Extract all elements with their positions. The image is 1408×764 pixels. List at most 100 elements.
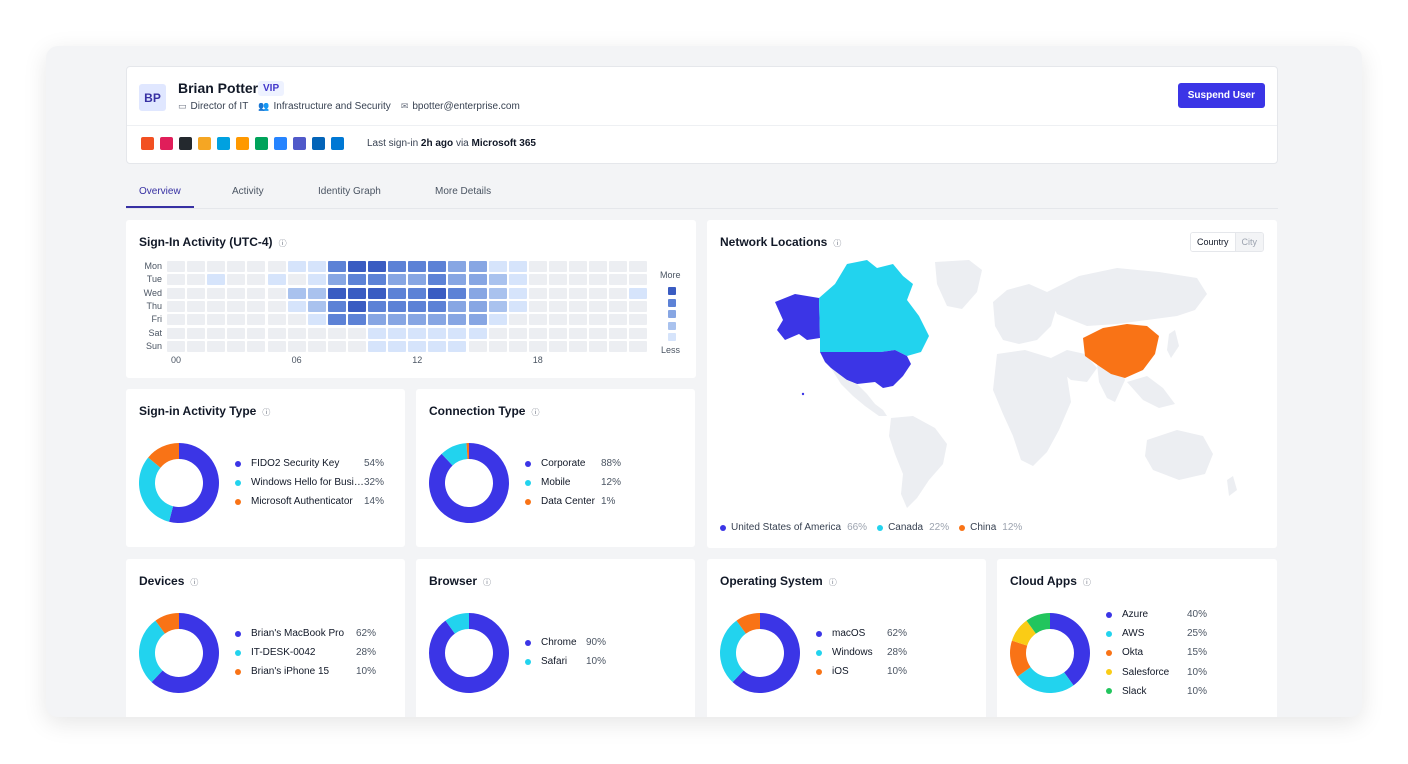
microsoft-icon[interactable]	[141, 137, 154, 150]
heatmap-cell[interactable]	[327, 300, 346, 312]
heatmap-cell[interactable]	[207, 314, 226, 326]
suspend-user-button[interactable]: Suspend User	[1177, 83, 1265, 108]
heatmap-cell[interactable]	[307, 340, 326, 352]
heatmap-cell[interactable]	[287, 274, 306, 286]
heatmap-cell[interactable]	[347, 274, 366, 286]
donut-slice[interactable]	[441, 443, 468, 466]
heatmap-cell[interactable]	[247, 300, 266, 312]
heatmap-cell[interactable]	[267, 261, 286, 272]
heatmap-cell[interactable]	[187, 327, 206, 339]
heatmap-cell[interactable]	[287, 261, 306, 272]
heatmap-cell[interactable]	[548, 287, 567, 299]
heatmap-cell[interactable]	[528, 287, 547, 299]
heatmap-cell[interactable]	[347, 287, 366, 299]
donut-slice[interactable]	[429, 443, 509, 523]
heatmap-cell[interactable]	[307, 274, 326, 286]
heatmap-cell[interactable]	[609, 300, 628, 312]
heatmap-cell[interactable]	[388, 314, 407, 326]
heatmap-cell[interactable]	[327, 287, 346, 299]
heatmap-cell[interactable]	[207, 274, 226, 286]
salesforce-icon[interactable]	[217, 137, 230, 150]
donut-slice[interactable]	[720, 620, 746, 683]
heatmap-cell[interactable]	[327, 340, 346, 352]
heatmap-cell[interactable]	[468, 327, 487, 339]
workday-icon[interactable]	[198, 137, 211, 150]
heatmap-cell[interactable]	[589, 327, 608, 339]
info-icon[interactable]: ⓘ	[483, 578, 492, 587]
heatmap-cell[interactable]	[428, 314, 447, 326]
donut-slice[interactable]	[1011, 620, 1036, 646]
donut-slice[interactable]	[466, 443, 469, 460]
heatmap-cell[interactable]	[347, 340, 366, 352]
heatmap-cell[interactable]	[629, 261, 648, 272]
heatmap-cell[interactable]	[347, 314, 366, 326]
heatmap-cell[interactable]	[468, 300, 487, 312]
heatmap-cell[interactable]	[207, 327, 226, 339]
heatmap-cell[interactable]	[267, 314, 286, 326]
heatmap-cell[interactable]	[428, 274, 447, 286]
heatmap-cell[interactable]	[428, 287, 447, 299]
heatmap-cell[interactable]	[488, 327, 507, 339]
heatmap-cell[interactable]	[488, 274, 507, 286]
donut-slice[interactable]	[155, 613, 179, 634]
heatmap-cell[interactable]	[448, 327, 467, 339]
heatmap-cell[interactable]	[267, 274, 286, 286]
heatmap-cell[interactable]	[227, 300, 246, 312]
tab-overview[interactable]: Overview	[139, 186, 181, 197]
donut-slice[interactable]	[732, 613, 800, 693]
jira-icon[interactable]	[274, 137, 287, 150]
heatmap-cell[interactable]	[368, 327, 386, 339]
heatmap-cell[interactable]	[187, 300, 206, 312]
heatmap-cell[interactable]	[307, 327, 326, 339]
azure-icon[interactable]	[331, 137, 344, 150]
heatmap-cell[interactable]	[287, 314, 306, 326]
toggle-city[interactable]: City	[1235, 233, 1263, 251]
heatmap-cell[interactable]	[167, 327, 185, 339]
heatmap-cell[interactable]	[448, 314, 467, 326]
heatmap-cell[interactable]	[227, 327, 246, 339]
heatmap-cell[interactable]	[548, 327, 567, 339]
heatmap-cell[interactable]	[227, 261, 246, 272]
heatmap-cell[interactable]	[187, 287, 206, 299]
heatmap-cell[interactable]	[508, 274, 527, 286]
heatmap-cell[interactable]	[267, 300, 286, 312]
heatmap-cell[interactable]	[247, 314, 266, 326]
heatmap-cell[interactable]	[609, 327, 628, 339]
heatmap-cell[interactable]	[589, 314, 608, 326]
heatmap-cell[interactable]	[468, 274, 487, 286]
heatmap-cell[interactable]	[388, 340, 407, 352]
heatmap-cell[interactable]	[287, 340, 306, 352]
tab-activity[interactable]: Activity	[232, 186, 264, 197]
heatmap-cell[interactable]	[629, 287, 648, 299]
heatmap-cell[interactable]	[227, 314, 246, 326]
heatmap-cell[interactable]	[408, 261, 427, 272]
heatmap-cell[interactable]	[408, 340, 427, 352]
okta-icon[interactable]	[255, 137, 268, 150]
heatmap-cell[interactable]	[347, 300, 366, 312]
heatmap-cell[interactable]	[548, 314, 567, 326]
donut-slice[interactable]	[1050, 613, 1090, 686]
donut-slice[interactable]	[148, 443, 179, 468]
heatmap-cell[interactable]	[488, 261, 507, 272]
heatmap-cell[interactable]	[408, 327, 427, 339]
donut-slice[interactable]	[139, 457, 174, 522]
info-icon[interactable]: ⓘ	[833, 239, 842, 248]
heatmap-cell[interactable]	[227, 274, 246, 286]
heatmap-cell[interactable]	[408, 287, 427, 299]
heatmap-cell[interactable]	[327, 327, 346, 339]
heatmap-cell[interactable]	[508, 327, 527, 339]
donut-slice[interactable]	[151, 613, 219, 693]
info-icon[interactable]: ⓘ	[531, 408, 540, 417]
heatmap-cell[interactable]	[629, 327, 648, 339]
heatmap-cell[interactable]	[388, 261, 407, 272]
heatmap-cell[interactable]	[569, 300, 587, 312]
slack-icon[interactable]	[160, 137, 173, 150]
heatmap-cell[interactable]	[468, 261, 487, 272]
donut-slice[interactable]	[1010, 640, 1031, 677]
heatmap-cell[interactable]	[368, 287, 386, 299]
heatmap-cell[interactable]	[448, 274, 467, 286]
heatmap-cell[interactable]	[569, 261, 587, 272]
heatmap-cell[interactable]	[388, 327, 407, 339]
heatmap-cell[interactable]	[629, 300, 648, 312]
heatmap-cell[interactable]	[569, 287, 587, 299]
